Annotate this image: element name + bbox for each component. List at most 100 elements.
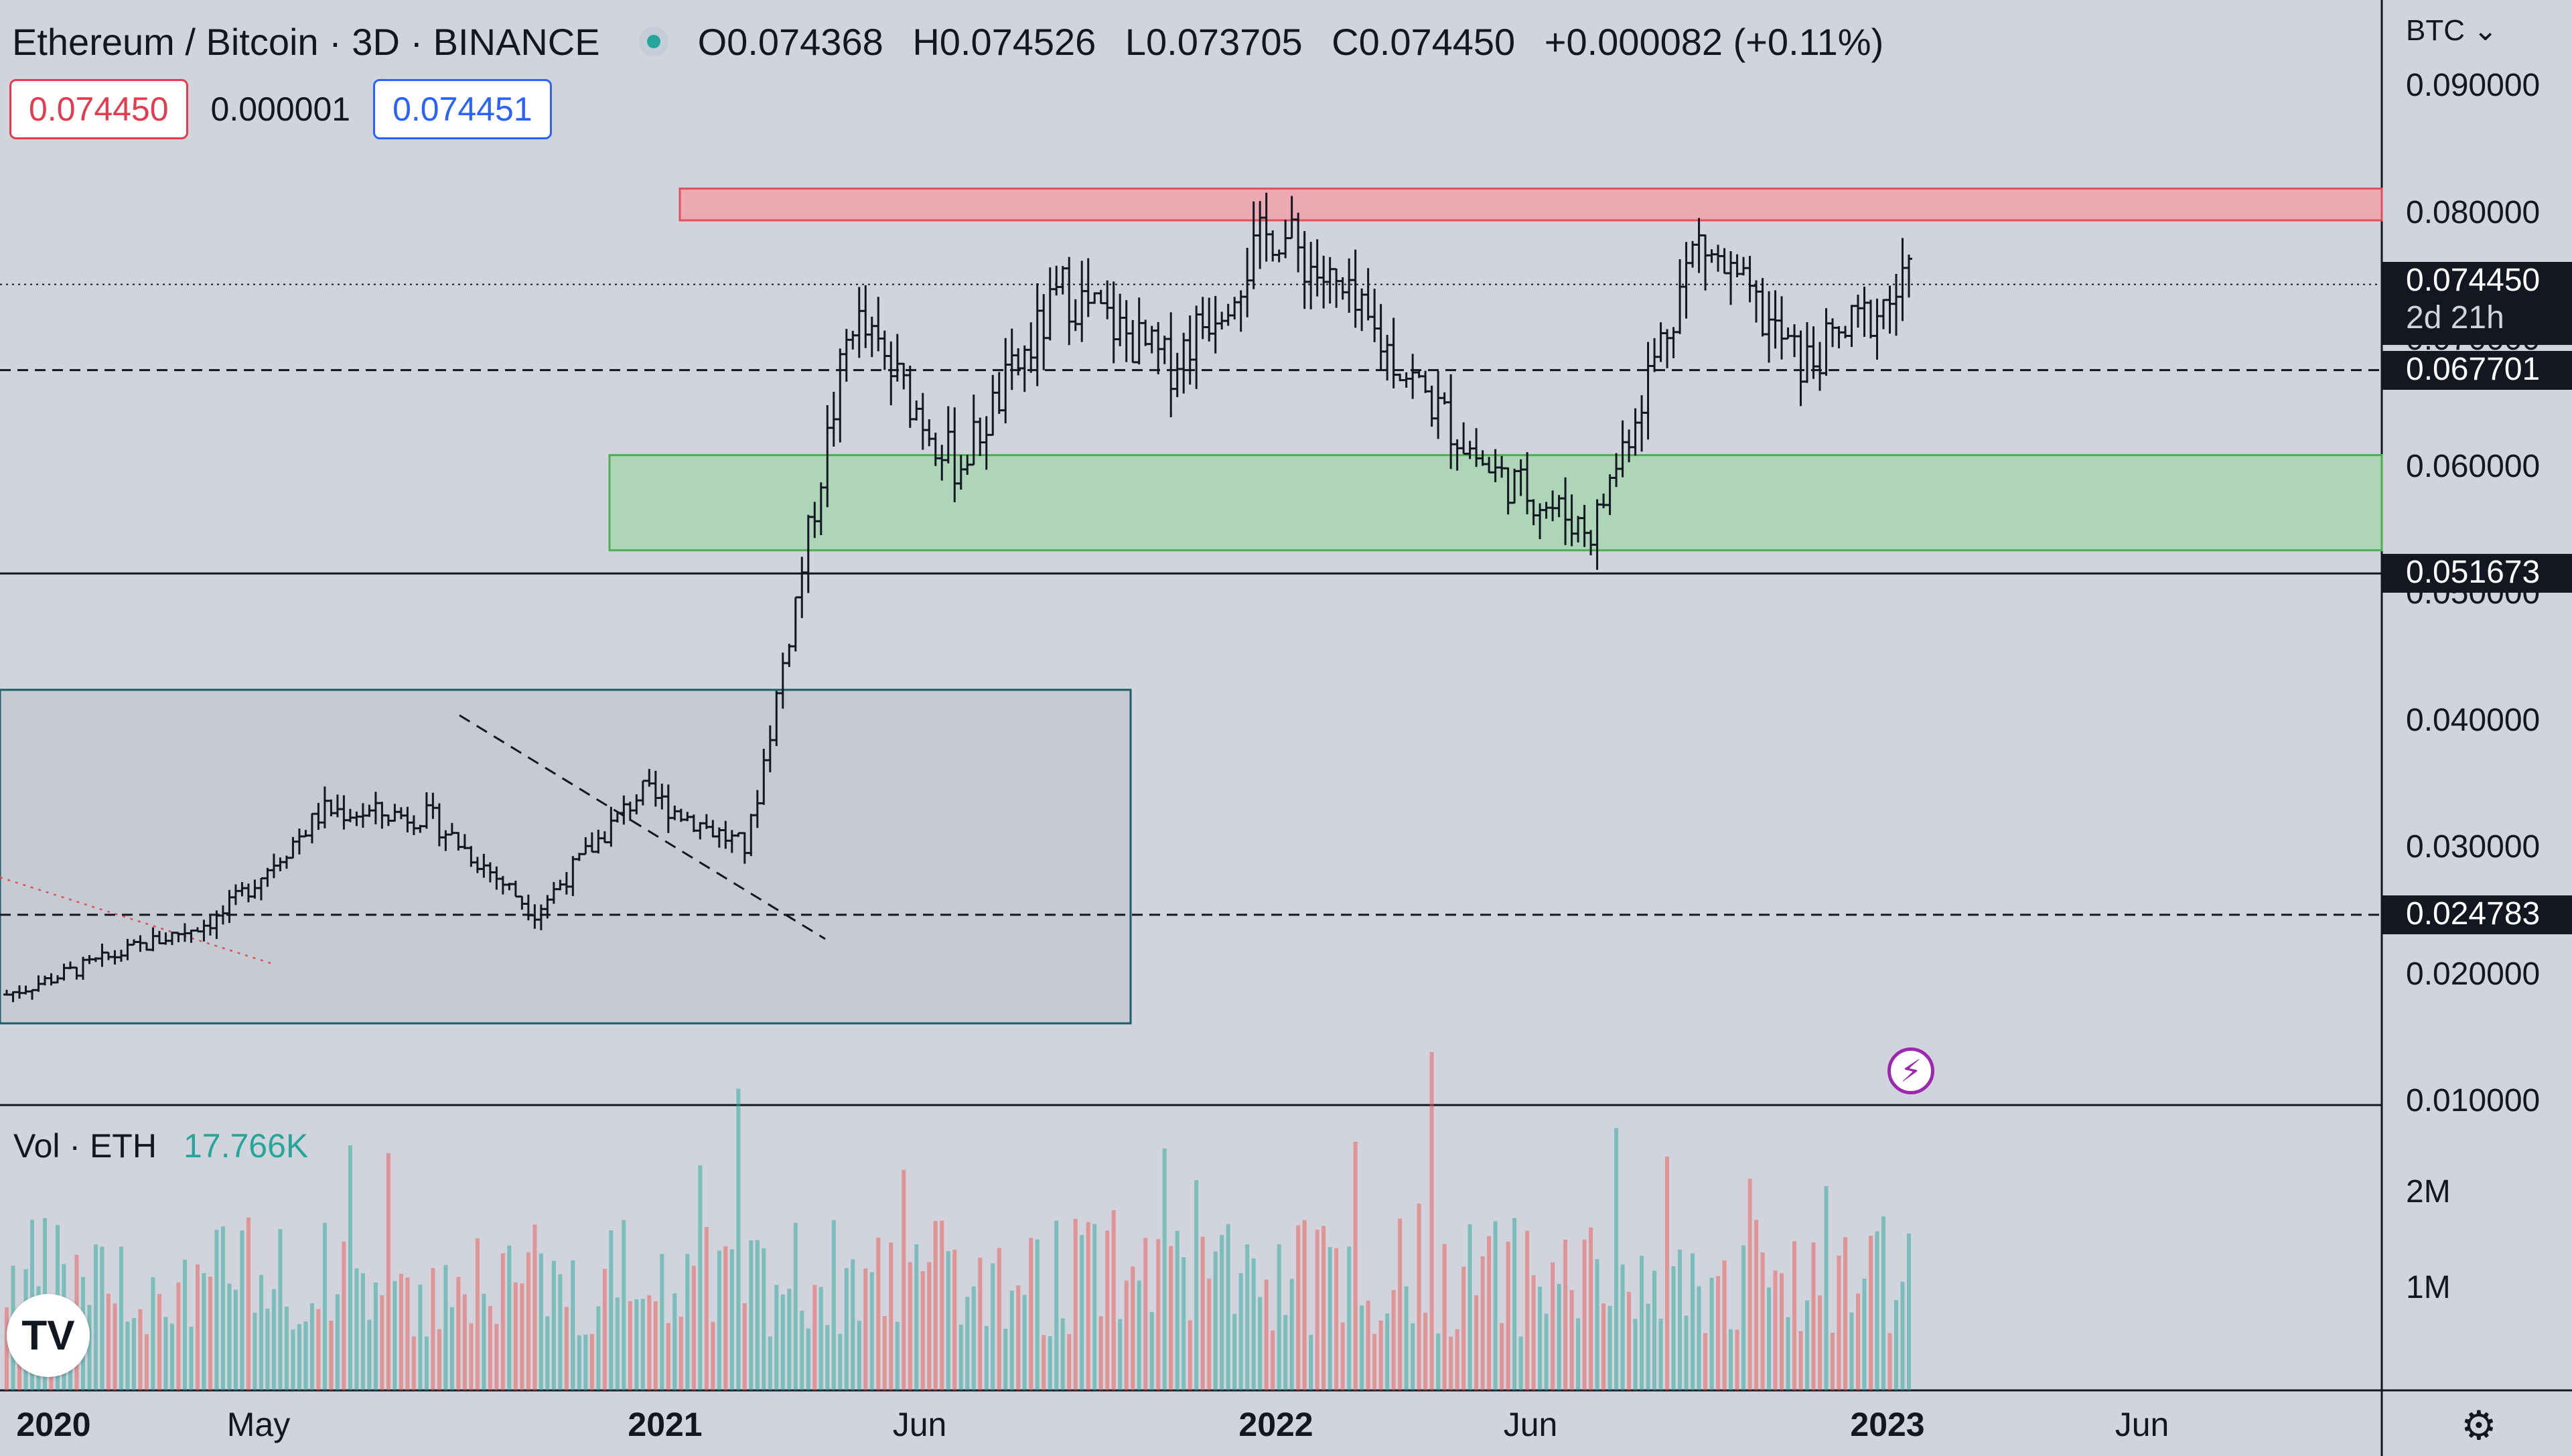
trend-line[interactable] xyxy=(459,714,826,940)
volume-bar xyxy=(571,1260,575,1390)
ohlc-bar xyxy=(219,905,226,925)
volume-bar xyxy=(278,1229,283,1390)
volume-bar xyxy=(971,1286,976,1390)
ohlc-bar xyxy=(1587,530,1595,556)
volume-bar xyxy=(1563,1240,1568,1390)
ohlc-bar xyxy=(1263,192,1270,262)
volume-bar xyxy=(902,1169,906,1390)
ohlc-bar xyxy=(1766,291,1773,363)
volume-bar xyxy=(1207,1279,1212,1390)
accumulation-box[interactable] xyxy=(0,688,1132,1025)
volume-bar xyxy=(1722,1260,1727,1390)
ohlc-bar xyxy=(1784,327,1792,340)
ohlc-bar xyxy=(1333,268,1340,308)
volume-bar xyxy=(1557,1284,1561,1390)
gear-icon[interactable]: ⚙ xyxy=(2461,1403,2497,1448)
volume-bar xyxy=(1315,1230,1319,1390)
tradingview-logo[interactable]: TV xyxy=(7,1294,90,1377)
ohlc-bar xyxy=(244,883,252,903)
ohlc-bar xyxy=(1893,274,1900,336)
ohlc-bar xyxy=(1275,249,1283,263)
ohlc-bar xyxy=(1091,292,1098,304)
volume-bar xyxy=(736,1088,741,1390)
ohlc-bar xyxy=(1511,468,1518,504)
volume-bar xyxy=(1156,1239,1161,1390)
ohlc-bar xyxy=(1453,439,1461,471)
ohlc-bar xyxy=(824,405,831,508)
ohlc-bar xyxy=(117,950,125,962)
ohlc-bar xyxy=(1377,303,1384,371)
volume-bar xyxy=(589,1333,594,1390)
ohlc-bar xyxy=(677,808,685,822)
current-price-label: 0.074450 2d 21h xyxy=(2382,261,2572,345)
buy-button[interactable]: 0.074451 xyxy=(373,79,552,139)
ohlc-bar xyxy=(1791,324,1798,358)
ohlc-bar xyxy=(709,820,717,838)
volume-bar xyxy=(1404,1286,1409,1390)
ohlc-bar xyxy=(1008,328,1015,390)
volume-bar xyxy=(1360,1305,1364,1390)
ohlc-bar xyxy=(1110,281,1117,364)
ohlc-bar xyxy=(544,895,551,919)
ohlc-bar xyxy=(1644,342,1652,440)
ohlc-bar xyxy=(868,316,875,358)
ohlc-bar xyxy=(143,942,150,951)
symbol-title[interactable]: Ethereum / Bitcoin · 3D · BINANCE xyxy=(12,20,600,63)
volume-bar xyxy=(360,1273,365,1390)
volume-bar xyxy=(615,1297,620,1390)
ohlc-bars[interactable] xyxy=(3,192,1912,1003)
volume-bar xyxy=(526,1252,530,1390)
price-tick-label: 0.090000 xyxy=(2406,68,2541,103)
ohlc-bar xyxy=(1397,373,1404,382)
volume-bar xyxy=(1506,1241,1510,1390)
ohlc-bar xyxy=(1613,453,1620,488)
ohlc-bar xyxy=(1823,308,1830,376)
ohlc-bar xyxy=(887,341,895,406)
ohlc-bar xyxy=(1873,298,1881,360)
ohlc-bar xyxy=(754,790,761,828)
volume-bar xyxy=(920,1271,925,1390)
ohlc-bar xyxy=(1084,258,1092,317)
ohlc-bar xyxy=(404,806,411,832)
ohlc-bar xyxy=(970,394,977,466)
ohlc-bar xyxy=(200,920,208,942)
ohlc-bar xyxy=(1855,294,1862,328)
volume-bar xyxy=(1824,1186,1829,1390)
volume-bar xyxy=(851,1259,855,1390)
volume-bar xyxy=(647,1295,652,1390)
volume-bar xyxy=(660,1254,664,1390)
volume-bar xyxy=(1436,1333,1441,1390)
volume-bar xyxy=(1366,1300,1370,1390)
ohlc-bar xyxy=(1053,265,1060,296)
ohlc-bar xyxy=(162,932,169,945)
volume-bar xyxy=(1080,1235,1084,1390)
ohlc-bar xyxy=(340,795,348,830)
resistance-zone[interactable] xyxy=(678,188,2383,222)
lightning-bolt-icon[interactable]: ⚡ xyxy=(1887,1047,1934,1094)
volume-bar xyxy=(876,1237,881,1390)
current-price-value: 0.074450 xyxy=(2406,262,2541,298)
sell-button[interactable]: 0.074450 xyxy=(9,79,188,139)
ohlc-bar xyxy=(15,985,23,999)
ohlc-bar xyxy=(798,557,806,618)
ohlc-bar xyxy=(983,416,990,470)
currency-dropdown[interactable]: BTC ⌄ xyxy=(2406,13,2498,48)
ohlc-bar xyxy=(461,834,468,850)
ohlc-bar xyxy=(518,895,526,910)
volume-bar xyxy=(500,1253,505,1390)
volume-bar xyxy=(685,1254,690,1390)
ohlc-bar xyxy=(1199,297,1206,340)
volume-bar xyxy=(1137,1281,1141,1390)
ohlc-bar xyxy=(1135,297,1143,365)
ohlc-bar xyxy=(1040,294,1048,370)
ohlc-bar xyxy=(1346,258,1353,313)
ohlc-bar xyxy=(92,957,99,962)
volume-bar xyxy=(1124,1281,1129,1390)
ohlc-bar xyxy=(1059,266,1066,295)
volume-bar xyxy=(1411,1323,1415,1390)
ohlc-bar xyxy=(1683,242,1690,319)
ohlc-bar xyxy=(1326,257,1334,304)
volume-bar xyxy=(507,1245,512,1390)
